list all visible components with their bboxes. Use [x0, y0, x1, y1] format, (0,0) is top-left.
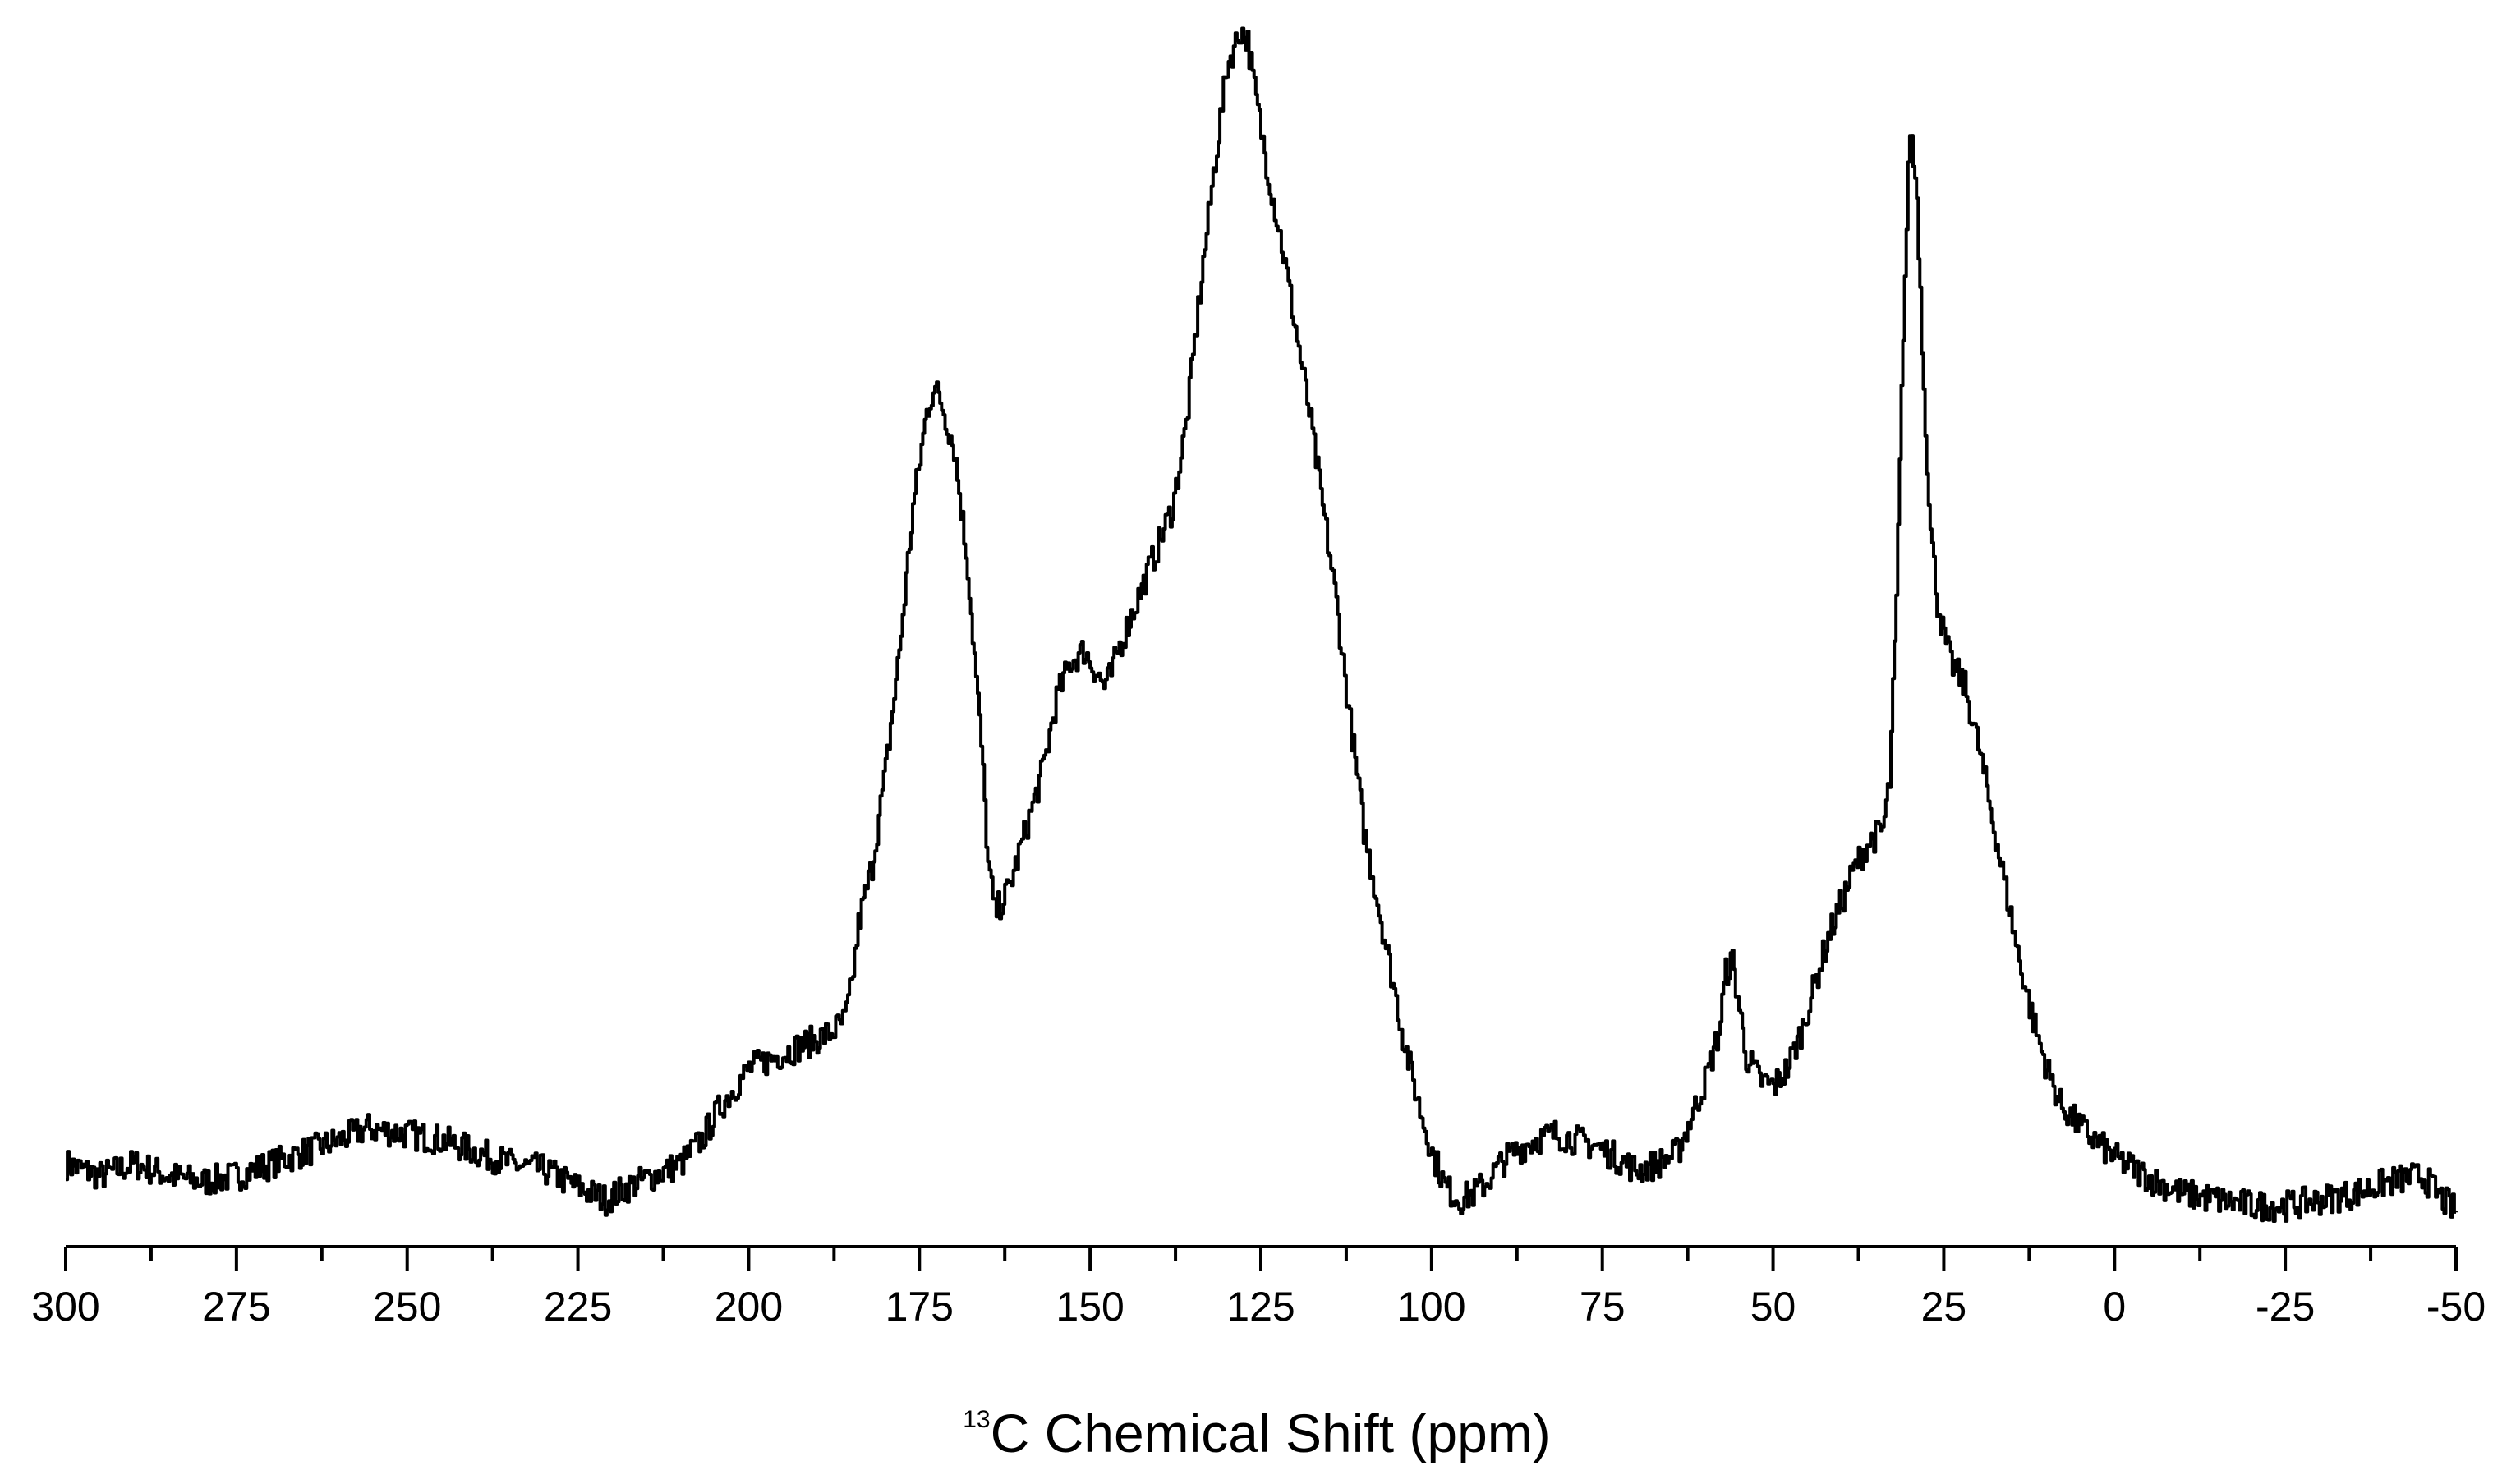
x-tick-label: 275 — [202, 1284, 270, 1330]
x-tick-label: 225 — [544, 1284, 612, 1330]
x-tick-label: 200 — [715, 1284, 783, 1330]
spectrum-line — [66, 26, 2458, 1223]
x-tick-label: -25 — [2256, 1284, 2315, 1330]
x-tick-label: 25 — [1921, 1284, 1967, 1330]
plot-area — [66, 26, 2458, 1223]
x-tick-label: 250 — [373, 1284, 441, 1330]
x-tick-label: 150 — [1056, 1284, 1124, 1330]
x-tick-label: -50 — [2426, 1284, 2486, 1330]
x-tick-label: 100 — [1397, 1284, 1465, 1330]
x-tick-label: 50 — [1750, 1284, 1796, 1330]
x-tick-label: 175 — [885, 1284, 954, 1330]
x-axis: 300 275 250 225 200 175 150 125 100 75 50 25 0 -25 -50 — [31, 1245, 2486, 1330]
x-tick-label: 125 — [1226, 1284, 1295, 1330]
x-axis-title-text: C Chemical Shift (ppm) — [991, 1403, 1551, 1463]
x-tick-label: 75 — [1580, 1284, 1626, 1330]
x-axis-title: 13C Chemical Shift (ppm) — [963, 1403, 1551, 1463]
x-axis-title-superscript: 13 — [963, 1406, 990, 1433]
x-tick-label: 0 — [2103, 1284, 2126, 1330]
x-tick-label: 300 — [31, 1284, 99, 1330]
